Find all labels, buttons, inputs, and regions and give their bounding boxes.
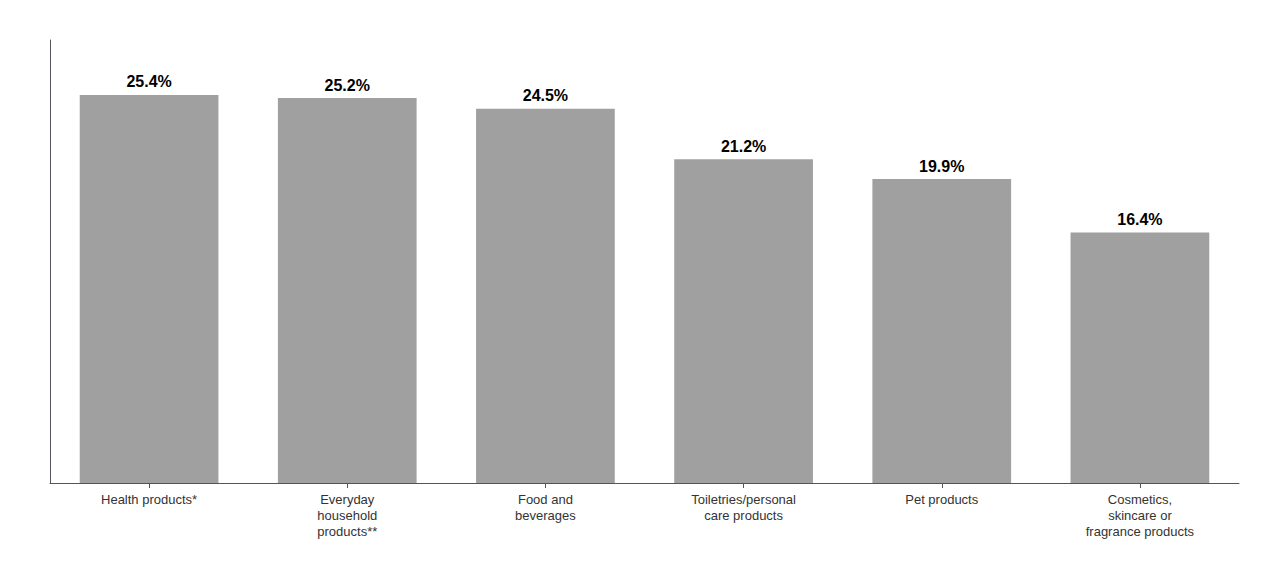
svg-text:Toiletries/personal: Toiletries/personal — [691, 492, 796, 507]
svg-text:25.4%: 25.4% — [126, 73, 171, 90]
svg-text:products**: products** — [317, 524, 377, 539]
svg-text:25.2%: 25.2% — [325, 77, 370, 94]
svg-text:care products: care products — [704, 508, 783, 523]
svg-text:beverages: beverages — [515, 508, 576, 523]
svg-text:fragrance products: fragrance products — [1086, 524, 1195, 539]
svg-text:24.5%: 24.5% — [523, 87, 568, 104]
svg-text:Food and: Food and — [518, 492, 573, 507]
svg-text:16.4%: 16.4% — [1117, 211, 1162, 228]
svg-text:Everyday: Everyday — [320, 492, 375, 507]
svg-text:21.2%: 21.2% — [721, 138, 766, 155]
svg-text:Pet products: Pet products — [905, 492, 978, 507]
svg-text:skincare or: skincare or — [1108, 508, 1172, 523]
svg-text:19.9%: 19.9% — [919, 158, 964, 175]
svg-text:household: household — [317, 508, 377, 523]
svg-text:Health products*: Health products* — [101, 492, 197, 507]
svg-text:Cosmetics,: Cosmetics, — [1108, 492, 1172, 507]
